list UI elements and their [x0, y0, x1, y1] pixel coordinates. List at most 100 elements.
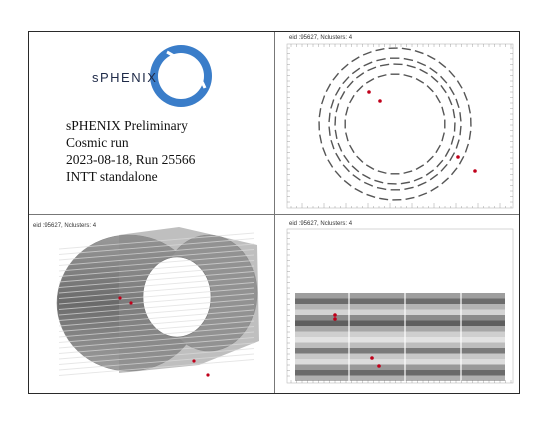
- xy-ladder-segment: [418, 192, 428, 197]
- zy-ladder-strip: [295, 348, 505, 354]
- barrel-ladder-line: [58, 232, 255, 250]
- xy-ladder-segment: [349, 144, 355, 154]
- xy-ladder-segment: [448, 69, 456, 78]
- xy-ladder-segment: [400, 181, 411, 185]
- zy-hit: [370, 356, 374, 360]
- xy-ladder-segment: [362, 173, 371, 180]
- zy-frame: [286, 228, 514, 384]
- xy-ladder-segment: [346, 80, 354, 89]
- xy-ladder-segment: [444, 148, 451, 157]
- zy-ladder-strip: [295, 353, 505, 359]
- xy-ladder-segment: [343, 179, 352, 187]
- xy-hit: [473, 169, 477, 173]
- info-line-run-type: Cosmic run: [66, 135, 129, 150]
- barrel-ladder-line: [58, 265, 255, 283]
- zy-ladder-strip: [295, 364, 505, 370]
- 3d-hits: [118, 296, 210, 377]
- barrel-ladder-line: [58, 298, 255, 316]
- xy-ladder-segment: [379, 197, 389, 201]
- 3d-hit: [192, 359, 196, 363]
- xy-ladder-segment: [319, 134, 323, 144]
- xy-ladder-segment: [320, 95, 326, 105]
- xy-ladder-segment: [328, 126, 331, 136]
- xy-ladder-segment: [330, 139, 335, 150]
- xy-ladder-segment: [450, 167, 458, 176]
- barrel-ladder-line: [58, 315, 255, 332]
- xy-ladder-segment: [429, 173, 439, 181]
- barrel-ladder-line: [58, 331, 255, 349]
- zy-ladder-strip: [295, 320, 505, 326]
- xy-ladder-segment: [440, 75, 448, 84]
- zy-hit: [333, 317, 337, 321]
- xy-ladder-segment: [322, 147, 327, 157]
- zy-panel-title: eid :95627, Nclusters: 4: [289, 221, 353, 227]
- xy-ladder-segment: [318, 108, 322, 118]
- xy-ladder-segment: [413, 176, 423, 182]
- xy-ladder-segment: [419, 68, 428, 75]
- 3d-hit: [129, 301, 133, 305]
- barrel-ladder-line: [58, 238, 255, 255]
- xy-ladder-segment: [415, 164, 425, 170]
- xy-ladder-segment: [414, 49, 424, 55]
- xy-ladder-segment: [458, 156, 465, 165]
- barrel-ladder-line: [58, 304, 255, 321]
- xy-ladder-segment: [436, 159, 444, 168]
- barrel-ladder-line: [58, 342, 255, 360]
- logo-circle-inner: [158, 53, 204, 99]
- zy-ladder-strip: [295, 359, 505, 365]
- xy-hit: [456, 155, 460, 159]
- xy-ladder-segment: [330, 99, 335, 109]
- panel-divider-vertical: [274, 32, 275, 393]
- zy-ladder-strip: [295, 298, 505, 304]
- xy-ladder-segment: [355, 72, 365, 79]
- barrel-ladder-line: [58, 348, 255, 365]
- xy-ladder-segment: [429, 67, 438, 74]
- xy-ladder-segment: [435, 94, 441, 104]
- xy-ladder-segment: [334, 86, 341, 96]
- xy-ladder-segment: [452, 108, 456, 119]
- sphenix-logo: sPHENIX: [92, 45, 212, 107]
- xy-ladder-segment: [375, 48, 385, 52]
- xy-ladder-segment: [352, 174, 361, 181]
- xy-ladder-segment: [468, 130, 472, 140]
- xy-ladder-segment: [340, 63, 349, 71]
- info-text-block: sPHENIX Preliminary Cosmic run 2023-08-1…: [66, 117, 195, 185]
- xy-ladder-segment: [440, 163, 448, 172]
- xy-ladder-segment: [441, 177, 450, 185]
- xy-ladder-segment: [365, 164, 375, 170]
- barrel-ladder-line: [58, 282, 255, 299]
- zy-view-panel: eid :95627, Nclusters: 4: [275, 215, 519, 393]
- xy-ladder-segment: [435, 144, 441, 154]
- barrel-ladder-line: [58, 249, 255, 266]
- xy-ladder-segment: [351, 165, 360, 173]
- xy-frame: [286, 43, 514, 209]
- logo-arc: [166, 50, 207, 89]
- xy-ladder-segment: [467, 104, 471, 114]
- xy-ladder-segment: [325, 83, 332, 92]
- xy-ladder-segment: [335, 152, 342, 162]
- 3d-hit: [206, 373, 210, 377]
- xy-ladder-segment: [463, 91, 468, 101]
- barrel-ladder-line: [58, 293, 255, 310]
- zy-ladder-strips: [295, 293, 505, 381]
- xy-view-plot: [286, 43, 514, 209]
- xy-ladder-segment: [332, 72, 340, 81]
- zy-axis-ticks: [287, 232, 512, 383]
- xy-panel-title: eid :95627, Nclusters: 4: [289, 35, 353, 41]
- xy-ladder-segment: [430, 75, 439, 83]
- barrel-ladder-line: [58, 353, 255, 371]
- info-panel: sPHENIX sPHENIX Preliminary Cosmic run 2…: [29, 32, 274, 214]
- xy-ladder-segment: [448, 86, 455, 96]
- xy-ladder-segment: [406, 64, 416, 69]
- 3d-barrel: [56, 227, 259, 376]
- info-line-detector: INTT standalone: [66, 169, 158, 184]
- xy-ladder-segment: [345, 106, 349, 116]
- zy-ladder-strip: [295, 326, 505, 332]
- barrel-ladder-line: [58, 260, 255, 277]
- xy-ladder-segment: [426, 85, 434, 93]
- barrel-ladder-line: [58, 271, 255, 288]
- xy-ladder-segment: [456, 80, 463, 89]
- barrel-ladder-line: [58, 320, 255, 338]
- info-line-date-run: 2023-08-18, Run 25566: [66, 152, 196, 167]
- xy-ladder-segment: [374, 179, 384, 184]
